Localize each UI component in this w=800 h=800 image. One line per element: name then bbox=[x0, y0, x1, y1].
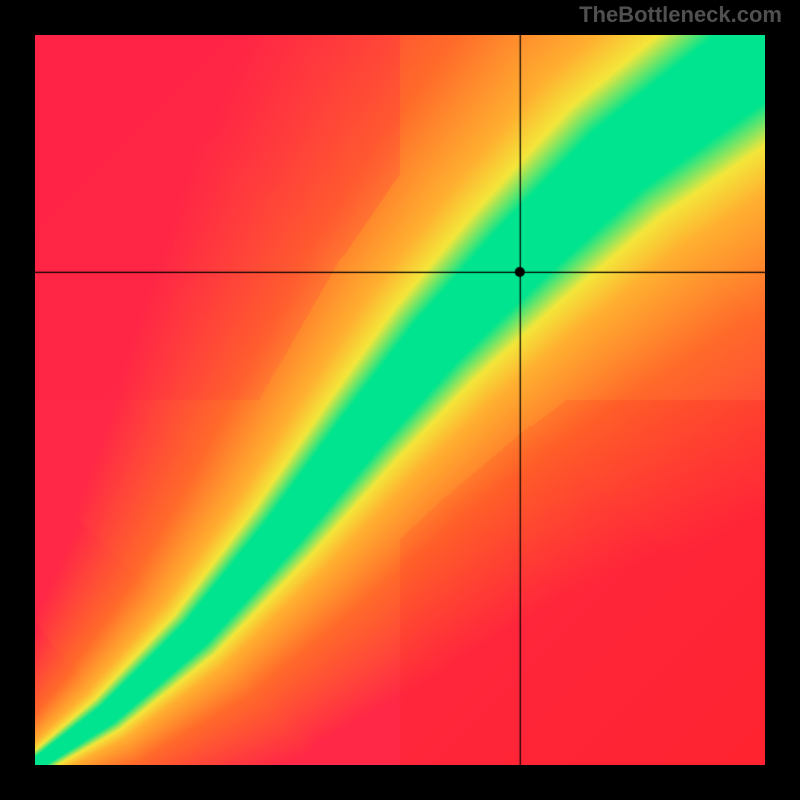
chart-container: TheBottleneck.com bbox=[0, 0, 800, 800]
heatmap-canvas bbox=[35, 35, 765, 765]
watermark-text: TheBottleneck.com bbox=[579, 2, 782, 28]
